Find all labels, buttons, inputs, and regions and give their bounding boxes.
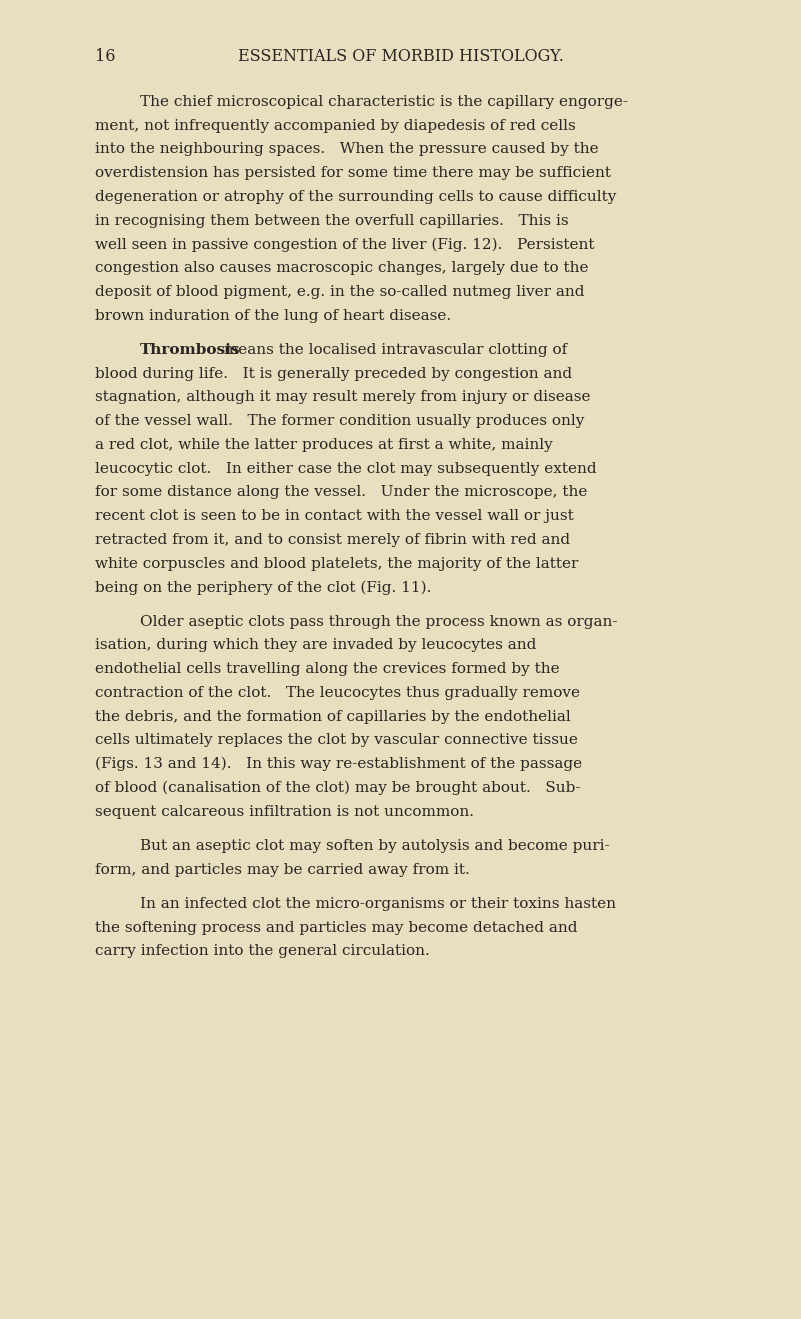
Text: deposit of blood pigment, e.g. in the so-called nutmeg liver and: deposit of blood pigment, e.g. in the so… — [95, 285, 584, 299]
Text: cells ultimately replaces the clot by vascular connective tissue: cells ultimately replaces the clot by va… — [95, 733, 578, 748]
Text: brown induration of the lung of heart disease.: brown induration of the lung of heart di… — [95, 309, 451, 323]
Text: into the neighbouring spaces.   When the pressure caused by the: into the neighbouring spaces. When the p… — [95, 142, 598, 157]
Text: of blood (canalisation of the clot) may be brought about.   Sub-: of blood (canalisation of the clot) may … — [95, 781, 580, 795]
Text: means the localised intravascular clotting of: means the localised intravascular clotti… — [219, 343, 567, 357]
Text: stagnation, although it may result merely from injury or disease: stagnation, although it may result merel… — [95, 390, 590, 405]
Text: form, and particles may be carried away from it.: form, and particles may be carried away … — [95, 863, 469, 877]
Text: for some distance along the vessel.   Under the microscope, the: for some distance along the vessel. Unde… — [95, 485, 587, 500]
Text: (Figs. 13 and 14).   In this way re-establishment of the passage: (Figs. 13 and 14). In this way re-establ… — [95, 757, 582, 772]
Text: congestion also causes macroscopic changes, largely due to the: congestion also causes macroscopic chang… — [95, 261, 588, 276]
Text: of the vessel wall.   The former condition usually produces only: of the vessel wall. The former condition… — [95, 414, 584, 429]
Text: white corpuscles and blood platelets, the majority of the latter: white corpuscles and blood platelets, th… — [95, 557, 578, 571]
Text: isation, during which they are invaded by leucocytes and: isation, during which they are invaded b… — [95, 638, 536, 653]
Text: endothelial cells travelling along the crevices formed by the: endothelial cells travelling along the c… — [95, 662, 559, 677]
Text: 16: 16 — [95, 47, 115, 65]
Text: In an infected clot the micro-organisms or their toxins hasten: In an infected clot the micro-organisms … — [140, 897, 616, 911]
Text: Thrombosis: Thrombosis — [140, 343, 240, 357]
Text: sequent calcareous infiltration is not uncommon.: sequent calcareous infiltration is not u… — [95, 805, 473, 819]
Text: But an aseptic clot may soften by autolysis and become puri-: But an aseptic clot may soften by autoly… — [140, 839, 610, 853]
Text: the debris, and the formation of capillaries by the endothelial: the debris, and the formation of capilla… — [95, 710, 570, 724]
Text: degeneration or atrophy of the surrounding cells to cause difficulty: degeneration or atrophy of the surroundi… — [95, 190, 616, 204]
Text: overdistension has persisted for some time there may be sufficient: overdistension has persisted for some ti… — [95, 166, 610, 181]
Text: blood during life.   It is generally preceded by congestion and: blood during life. It is generally prece… — [95, 367, 572, 381]
Text: in recognising them between the overfull capillaries.   This is: in recognising them between the overfull… — [95, 214, 568, 228]
Text: retracted from it, and to consist merely of fibrin with red and: retracted from it, and to consist merely… — [95, 533, 570, 547]
Text: recent clot is seen to be in contact with the vessel wall or just: recent clot is seen to be in contact wit… — [95, 509, 574, 524]
Text: leucocytic clot.   In either case the clot may subsequently extend: leucocytic clot. In either case the clot… — [95, 462, 596, 476]
Text: Older aseptic clots pass through the process known as organ-: Older aseptic clots pass through the pro… — [140, 615, 618, 629]
Text: ESSENTIALS OF MORBID HISTOLOGY.: ESSENTIALS OF MORBID HISTOLOGY. — [238, 47, 563, 65]
Text: carry infection into the general circulation.: carry infection into the general circula… — [95, 944, 429, 959]
Text: a red clot, while the latter produces at first a white, mainly: a red clot, while the latter produces at… — [95, 438, 552, 452]
Text: ment, not infrequently accompanied by diapedesis of red cells: ment, not infrequently accompanied by di… — [95, 119, 575, 133]
Text: contraction of the clot.   The leucocytes thus gradually remove: contraction of the clot. The leucocytes … — [95, 686, 579, 700]
Text: well seen in passive congestion of the liver (Fig. 12).   Persistent: well seen in passive congestion of the l… — [95, 237, 594, 252]
Text: being on the periphery of the clot (Fig. 11).: being on the periphery of the clot (Fig.… — [95, 580, 431, 595]
Text: The chief microscopical characteristic is the capillary engorge-: The chief microscopical characteristic i… — [140, 95, 628, 109]
Text: the softening process and particles may become detached and: the softening process and particles may … — [95, 921, 577, 935]
